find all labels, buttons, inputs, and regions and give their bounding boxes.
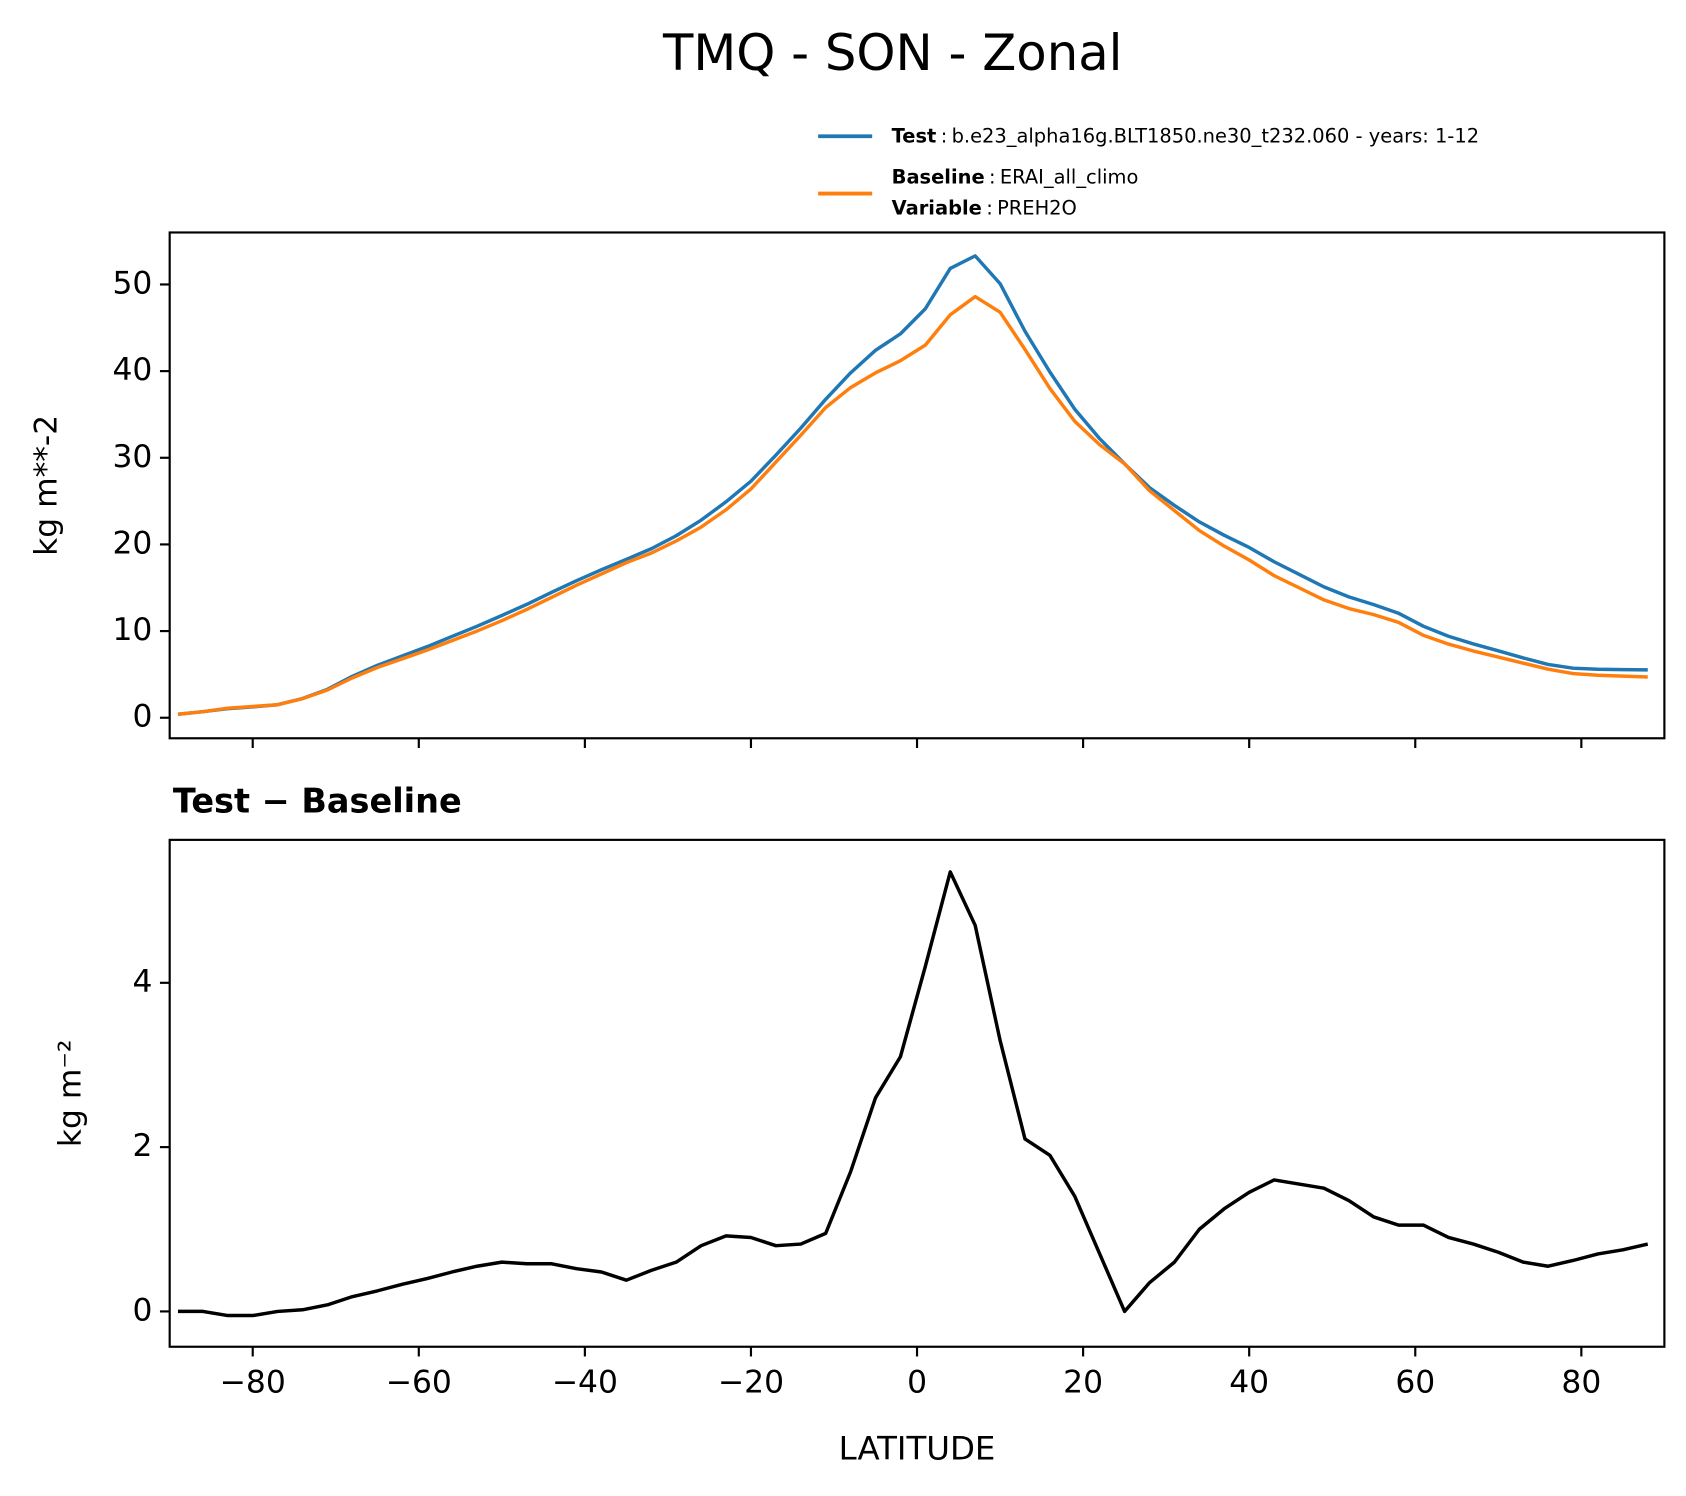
- legend-entry: Test: b.e23_alpha16g.BLT1850.ne30_t232.06…: [892, 124, 1479, 147]
- x-tick-label: −40: [552, 1364, 618, 1400]
- data-line: [177, 254, 1648, 716]
- y-tick-label: 0: [132, 1292, 152, 1328]
- y-tick-label: 4: [132, 964, 152, 1000]
- legend-name: Baseline: [892, 165, 985, 188]
- x-tick-label: −20: [718, 1364, 784, 1400]
- y-axis-label: kg m⁻²: [52, 1040, 88, 1148]
- x-tick-label: 80: [1561, 1364, 1601, 1400]
- y-tick-label: 50: [113, 265, 153, 301]
- x-tick-label: 40: [1229, 1364, 1269, 1400]
- x-tick-label: 60: [1395, 1364, 1435, 1400]
- legend-detail: b.e23_alpha16g.BLT1850.ne30_t232.060 - y…: [952, 124, 1480, 147]
- legend-detail: ERAI_all_climo: [1000, 165, 1139, 188]
- y-tick-label: 40: [113, 352, 153, 388]
- subplot-title: Test − Baseline: [173, 782, 462, 821]
- y-tick-label: 20: [113, 525, 153, 561]
- legend-entry: Variable: PREH2O: [892, 196, 1077, 219]
- legend-name: Test: [892, 124, 937, 147]
- x-tick-label: 0: [907, 1364, 927, 1400]
- y-tick-label: 30: [113, 439, 153, 475]
- y-tick-label: 0: [132, 699, 152, 735]
- data-line: [177, 870, 1649, 1318]
- legend-name: Variable: [892, 196, 982, 219]
- legend-detail: PREH2O: [997, 196, 1077, 219]
- x-axis-label: LATITUDE: [839, 1429, 996, 1467]
- figure-title: TMQ - SON - Zonal: [662, 24, 1123, 82]
- data-line: [177, 294, 1648, 716]
- y-tick-label: 10: [113, 612, 153, 648]
- x-tick-label: −80: [220, 1364, 286, 1400]
- y-tick-label: 2: [132, 1128, 152, 1164]
- legend-separator: :: [986, 196, 993, 219]
- y-axis-label: kg m**-2: [29, 415, 65, 556]
- legend-separator: :: [941, 124, 948, 147]
- x-tick-label: −60: [386, 1364, 452, 1400]
- legend-separator: :: [989, 165, 996, 188]
- x-tick-label: 20: [1063, 1364, 1103, 1400]
- axes-frame: [168, 838, 1666, 1348]
- legend-entry: Baseline: ERAI_all_climo: [892, 165, 1139, 188]
- axes-frame: [168, 231, 1666, 740]
